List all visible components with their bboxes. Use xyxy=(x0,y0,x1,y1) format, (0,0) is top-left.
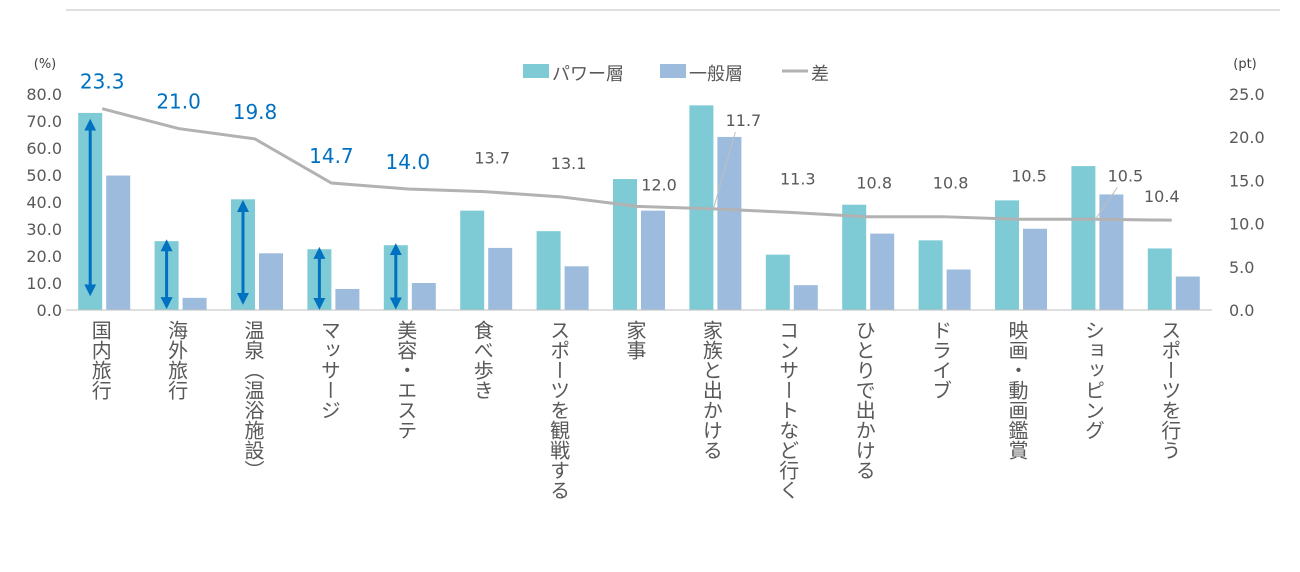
label-leader-line xyxy=(712,131,736,210)
y-right-tick-label: 5.0 xyxy=(1229,258,1254,277)
difference-series-line xyxy=(101,107,1172,222)
bar-general xyxy=(870,233,895,310)
y-left-tick-label: 70.0 xyxy=(26,112,62,131)
bar-general xyxy=(1099,194,1124,310)
legend-swatch-general xyxy=(660,64,686,78)
category-label: 温泉（温浴施設） xyxy=(241,320,265,480)
category-label: 映画・動画鑑賞 xyxy=(1005,320,1029,460)
y-right-tick-label: 15.0 xyxy=(1229,171,1265,190)
y-right-axis: 0.0 5.0 10.0 15.0 20.0 25.0 xyxy=(1229,85,1265,320)
category-label: ショッピング xyxy=(1081,320,1105,440)
legend: パワー層 一般層 差 xyxy=(523,64,829,85)
category-label: 国内旅行 xyxy=(88,320,112,400)
legend-label-power: パワー層 xyxy=(552,64,624,85)
difference-value-label: 10.5 xyxy=(1011,166,1047,185)
y-right-tick-label: 20.0 xyxy=(1229,128,1265,147)
y-right-unit-label: (pt) xyxy=(1233,57,1257,72)
difference-value-label: 11.3 xyxy=(780,169,816,188)
bar-general xyxy=(1023,228,1047,310)
category-label: ひとりで出かける xyxy=(852,320,876,480)
difference-value-label: 21.0 xyxy=(156,90,201,114)
category-label: スポーツを観戦する xyxy=(547,320,571,500)
y-left-axis: 0.0 10.0 20.0 30.0 40.0 50.0 60.0 70.0 80.0 xyxy=(26,85,62,320)
difference-value-label: 11.7 xyxy=(726,111,762,130)
difference-value-label: 14.7 xyxy=(309,144,354,168)
bar-power xyxy=(1071,166,1096,310)
legend-label-diff: 差 xyxy=(811,64,829,85)
bar-power xyxy=(613,179,637,310)
bar-power xyxy=(995,200,1019,310)
category-label: 家事 xyxy=(623,320,647,360)
difference-value-label: 12.0 xyxy=(641,175,677,194)
difference-value-label: 10.5 xyxy=(1108,166,1144,185)
x-axis-categories: 国内旅行 海外旅行 温泉（温浴施設） マッサージ 美容・エステ 食べ歩き スポーツを観戦する… xyxy=(88,320,1182,500)
bar-general xyxy=(335,288,360,310)
bar-general xyxy=(106,175,131,310)
bar-power xyxy=(460,210,485,310)
difference-labels: 23.3 21.0 19.8 14.7 14.0 13.7 13.1 12.0 11.7 11.3… xyxy=(80,70,1180,220)
difference-value-label: 19.8 xyxy=(233,100,278,124)
category-label: マッサージ xyxy=(317,320,341,420)
bar-general xyxy=(793,285,818,310)
y-left-tick-label: 10.0 xyxy=(26,274,62,293)
difference-line xyxy=(101,107,1172,222)
y-left-unit-label: (%) xyxy=(34,57,57,72)
difference-value-label: 13.7 xyxy=(474,149,510,168)
category-label: 食べ歩き xyxy=(470,320,494,400)
bar-power xyxy=(1147,248,1172,310)
bar-power xyxy=(765,254,790,310)
y-right-tick-label: 25.0 xyxy=(1229,85,1265,104)
bar-power xyxy=(842,204,867,310)
y-left-tick-label: 80.0 xyxy=(26,85,62,104)
category-label: 海外旅行 xyxy=(165,320,189,400)
difference-value-label: 10.8 xyxy=(933,174,969,193)
bar-general xyxy=(182,297,207,310)
category-label: コンサートなど行く xyxy=(776,320,800,500)
difference-value-label: 10.8 xyxy=(856,174,892,193)
legend-label-general: 一般層 xyxy=(689,64,743,85)
y-right-tick-label: 0.0 xyxy=(1229,301,1254,320)
category-label: 家族と出かける xyxy=(699,320,723,460)
category-label: 美容・エステ xyxy=(394,320,418,440)
bar-general xyxy=(488,247,513,310)
bar-power xyxy=(536,231,561,310)
bar-general xyxy=(641,210,665,310)
bar-power xyxy=(918,240,943,310)
bar-general xyxy=(946,269,971,310)
difference-value-label: 13.1 xyxy=(551,154,587,173)
difference-value-label: 23.3 xyxy=(80,70,125,94)
y-right-tick-label: 10.0 xyxy=(1229,215,1265,234)
category-label: スポーツを行う xyxy=(1158,320,1182,460)
difference-value-label: 14.0 xyxy=(386,150,431,174)
bar-general xyxy=(1175,276,1200,310)
y-left-tick-label: 30.0 xyxy=(26,220,62,239)
y-left-tick-label: 20.0 xyxy=(26,247,62,266)
bar-general xyxy=(564,266,589,310)
label-leader-line xyxy=(1094,186,1118,220)
bar-general xyxy=(717,136,742,310)
y-left-tick-label: 60.0 xyxy=(26,139,62,158)
y-left-tick-label: 0.0 xyxy=(37,301,62,320)
y-left-tick-label: 50.0 xyxy=(26,166,62,185)
bar-general xyxy=(259,253,283,310)
bar-general xyxy=(411,283,436,310)
difference-arrows xyxy=(84,118,402,310)
difference-value-label: 10.4 xyxy=(1144,187,1180,206)
legend-swatch-power xyxy=(523,64,549,78)
category-label: ドライブ xyxy=(929,320,953,400)
y-left-tick-label: 40.0 xyxy=(26,193,62,212)
